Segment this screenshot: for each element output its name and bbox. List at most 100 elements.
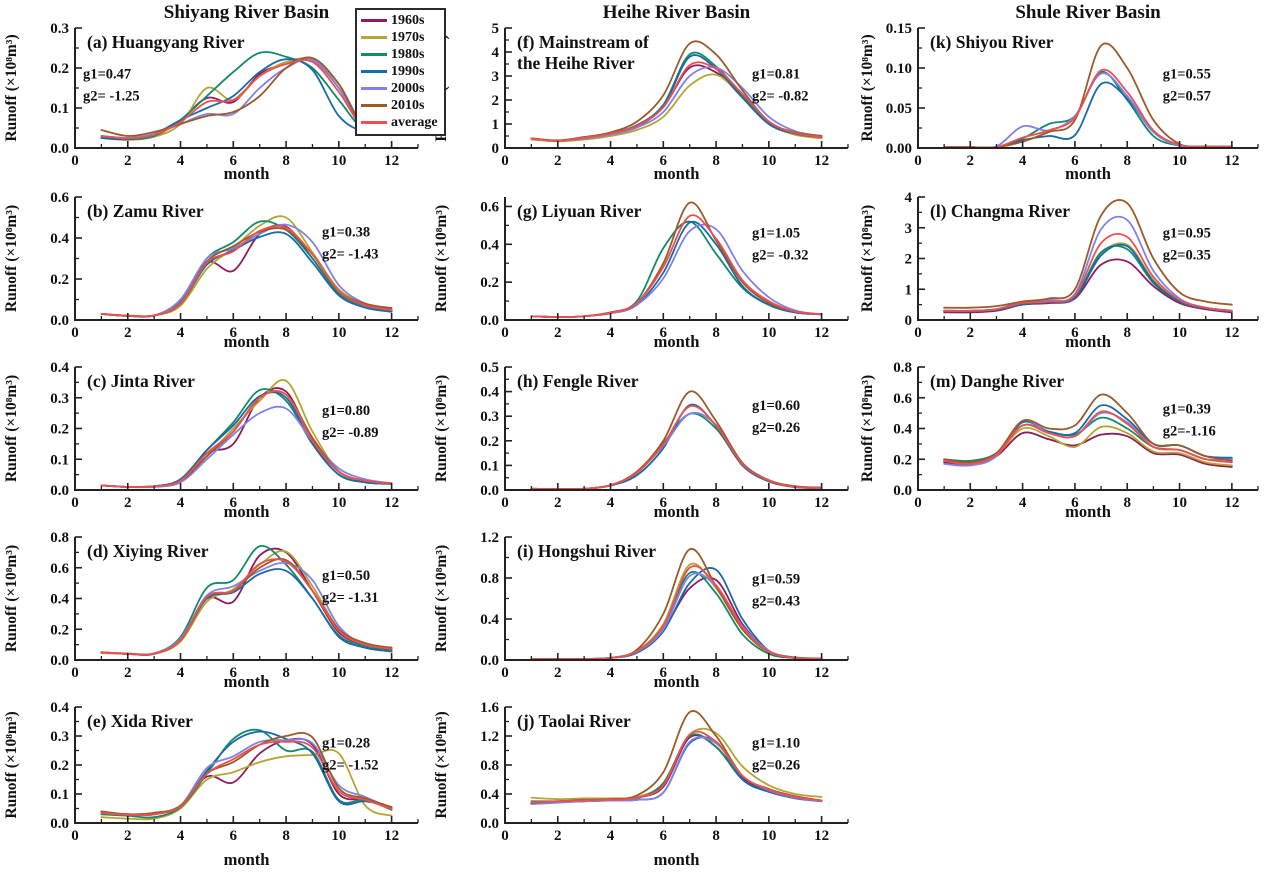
- x-tick-label: 2: [554, 665, 562, 681]
- y-tick-label: 1: [492, 117, 500, 133]
- legend-line-1960s: [361, 19, 387, 22]
- x-tick-label: 12: [1224, 153, 1239, 169]
- x-tick-label: 0: [501, 828, 509, 844]
- panel-h-chart: 0 2 4 6 8 10 12 0.0 0.1 0.2 0.3 0.4 0.5 Runoff (×10⁸m…: [433, 360, 849, 521]
- y-tick-label: 0.0: [50, 141, 69, 157]
- y-tick-label: 0.0: [50, 816, 69, 832]
- y-axis-label: Runoff (×10⁸m³): [433, 545, 450, 652]
- panel-h-series-average: [530, 404, 823, 491]
- x-tick-label: 2: [124, 325, 132, 341]
- panel-f: Heihe River Basin024681012012345Runoff (…: [430, 0, 860, 185]
- panel-b-g2-annotation: g2= -1.43: [322, 246, 379, 262]
- y-tick-label: 0.2: [50, 272, 69, 288]
- x-tick-label: 2: [124, 665, 132, 681]
- y-tick-label: 0.8: [480, 758, 499, 774]
- y-tick-label: 0.4: [50, 231, 69, 247]
- x-tick-label: 10: [1172, 495, 1187, 511]
- y-tick-label: 0.2: [50, 422, 69, 438]
- x-tick-label: 4: [607, 828, 615, 844]
- x-tick-label: 12: [814, 153, 829, 169]
- panel-c-title: (c) Jinta River: [87, 371, 195, 391]
- x-tick-label: 6: [660, 828, 668, 844]
- legend-item-1980s: 1980s: [361, 46, 438, 63]
- panel-d-g1-annotation: g1=0.50: [322, 568, 370, 584]
- x-tick-label: 0: [914, 495, 922, 511]
- x-tick-label: 10: [1172, 325, 1187, 341]
- legend-label: 1980s: [391, 47, 425, 62]
- y-tick-label: 0.2: [480, 275, 499, 291]
- panel-b: 0 2 4 6 8 10 12 0.0 0.2 0.4 0.6 Runoff (×10⁸m³) mont…: [0, 185, 430, 355]
- x-axis-label: month: [1065, 502, 1111, 521]
- x-tick-label: 10: [331, 153, 346, 169]
- y-tick-label: 0.10: [886, 61, 912, 77]
- x-tick-label: 12: [384, 495, 399, 511]
- x-tick-label: 6: [1071, 153, 1079, 169]
- panel-g-chart: 0 2 4 6 8 10 12 0.0 0.2 0.4 0.6 Runoff (×10⁸m³) mont…: [433, 197, 849, 351]
- y-tick-label: 0.4: [50, 360, 69, 376]
- x-tick-label: 10: [761, 665, 776, 681]
- x-tick-label: 2: [967, 325, 975, 341]
- legend-label: 1990s: [391, 64, 425, 79]
- y-tick-label: 0.1: [50, 787, 69, 803]
- x-tick-label: 6: [660, 325, 668, 341]
- panel-l-title: (l) Changma River: [930, 201, 1070, 221]
- panel-b-series-average: [100, 225, 393, 318]
- x-tick-label: 6: [230, 495, 238, 511]
- panel-g-title: (g) Liyuan River: [517, 201, 642, 221]
- y-tick-label: 0.0: [50, 653, 69, 669]
- y-tick-label: 0.0: [480, 816, 499, 832]
- panel-l-series-2010s: [943, 199, 1233, 309]
- panel-d: 0 2 4 6 8 10 12 0.0 0.2 0.4 0.6 0.8 Runoff (×10⁸m³) m…: [0, 525, 430, 695]
- x-axis-label: month: [1065, 332, 1111, 351]
- panel-c-g1-annotation: g1=0.80: [322, 403, 370, 419]
- panel-h-series-1990s: [530, 403, 823, 491]
- x-tick-label: 6: [660, 153, 668, 169]
- legend-line-2000s: [361, 87, 387, 90]
- y-tick-label: 0.05: [886, 101, 912, 117]
- panel-i: 0 2 4 6 8 10 12 0.0 0.4 0.8 1.2 Runoff (×10⁸m³) mont…: [430, 525, 860, 695]
- y-tick-label: 1: [905, 282, 913, 298]
- x-tick-label: 12: [384, 325, 399, 341]
- panel-l-series-average: [943, 232, 1233, 312]
- panel-c: 0 2 4 6 8 10 12 0.0 0.1 0.2 0.3 0.4 Runoff (×10⁸m³) m…: [0, 355, 430, 525]
- y-tick-label: 0.4: [893, 422, 912, 438]
- panel-f-title: the Heihe River: [517, 53, 635, 73]
- y-tick-label: 0.3: [50, 391, 69, 407]
- y-tick-label: 0.3: [480, 409, 499, 425]
- y-tick-label: 0.1: [50, 452, 69, 468]
- x-tick-label: 2: [967, 153, 975, 169]
- x-tick-label: 4: [607, 665, 615, 681]
- x-tick-label: 0: [71, 325, 79, 341]
- y-axis-label: Runoff (×10⁸m³): [3, 375, 20, 482]
- x-tick-label: 12: [814, 665, 829, 681]
- x-tick-label: 6: [660, 495, 668, 511]
- x-tick-label: 6: [230, 153, 238, 169]
- x-axis-label: month: [224, 164, 270, 183]
- panel-j-series-average: [530, 730, 823, 803]
- y-tick-label: 0.6: [50, 561, 69, 577]
- panel-a-series-1980s: [100, 51, 393, 141]
- x-tick-label: 8: [282, 665, 290, 681]
- y-tick-label: 0.4: [480, 612, 499, 628]
- panel-d-g2-annotation: g2= -1.31: [322, 590, 379, 606]
- panel-m-chart: 0 2 4 6 8 10 12 0.0 0.2 0.4 0.6 0.8 Runoff (×10⁸m³) m…: [860, 360, 1259, 521]
- panel-e-series-1970s: [100, 749, 393, 821]
- panel-f-series-average: [530, 61, 823, 142]
- panel-i-g1-annotation: g1=0.59: [752, 572, 800, 588]
- x-tick-label: 2: [554, 153, 562, 169]
- y-axis-label: Runoff (×10⁸m³): [860, 375, 876, 482]
- x-tick-label: 0: [71, 495, 79, 511]
- x-tick-label: 6: [230, 325, 238, 341]
- y-axis-label: Runoff (×10⁸m³): [433, 375, 450, 482]
- y-tick-label: 0.1: [480, 458, 499, 474]
- panel-a-chart: Shiyang River Basin 0 2 4 6 8 10 12 0.0 0.1 0.2 0.3…: [3, 2, 419, 183]
- panel-e-series-2010s: [100, 731, 393, 816]
- x-tick-label: 8: [1123, 325, 1131, 341]
- panel-c-chart: 0 2 4 6 8 10 12 0.0 0.1 0.2 0.3 0.4 Runoff (×10⁸m³) m…: [3, 360, 419, 521]
- x-axis-label: month: [224, 850, 270, 869]
- panel-l-g1-annotation: g1=0.95: [1163, 226, 1211, 242]
- x-tick-label: 8: [1123, 153, 1131, 169]
- y-axis-label: Runoff (×10⁸m³): [433, 205, 450, 312]
- y-axis-label: Runoff (×10⁸m³): [3, 545, 20, 652]
